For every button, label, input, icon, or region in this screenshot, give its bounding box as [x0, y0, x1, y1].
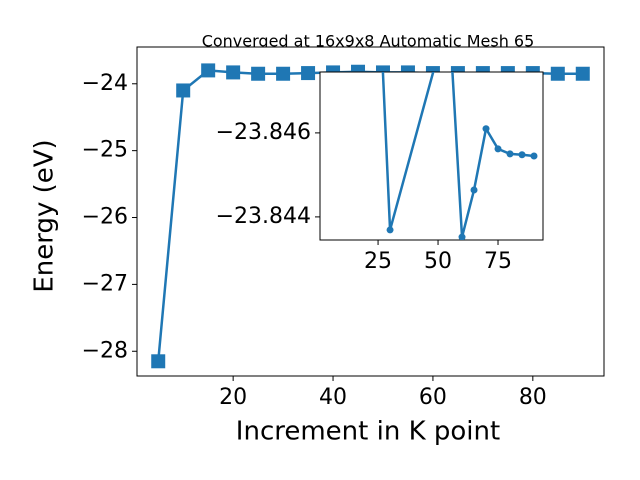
x-tick-label: 40	[319, 385, 347, 410]
marker	[518, 151, 526, 159]
chart-title: Converged at 16x9x8 Automatic Mesh 65	[202, 32, 535, 51]
x-tick-label: 75	[484, 249, 512, 274]
y-tick-label: −25	[82, 138, 128, 163]
marker	[251, 66, 266, 81]
x-tick-label: 20	[219, 385, 247, 410]
y-axis-label: Energy (eV)	[30, 139, 60, 292]
y-tick-label: −26	[82, 205, 128, 230]
marker	[201, 63, 216, 78]
marker	[226, 65, 241, 80]
marker	[550, 66, 565, 81]
y-tick-label: −24	[82, 71, 128, 96]
marker	[301, 66, 316, 81]
marker	[151, 354, 166, 369]
y-tick-label: −23.844	[216, 204, 311, 229]
marker	[575, 66, 590, 81]
x-tick-label: 25	[364, 249, 392, 274]
marker	[458, 233, 466, 240]
x-axis-label: Increment in K point	[236, 417, 500, 447]
marker	[276, 66, 291, 81]
axes-frame	[319, 71, 544, 241]
plot-area	[381, 72, 538, 240]
marker	[176, 83, 191, 98]
marker	[494, 145, 502, 153]
y-tick-label: −28	[82, 338, 128, 363]
x-tick-label: 80	[519, 385, 547, 410]
x-tick-label: 60	[419, 385, 447, 410]
y-tick-label: −27	[82, 271, 128, 296]
marker	[386, 226, 394, 234]
marker	[506, 150, 514, 158]
marker	[530, 152, 538, 160]
y-tick-label: −23.846	[216, 120, 311, 145]
marker	[482, 125, 490, 133]
marker	[470, 186, 478, 194]
x-tick-label: 50	[424, 249, 452, 274]
